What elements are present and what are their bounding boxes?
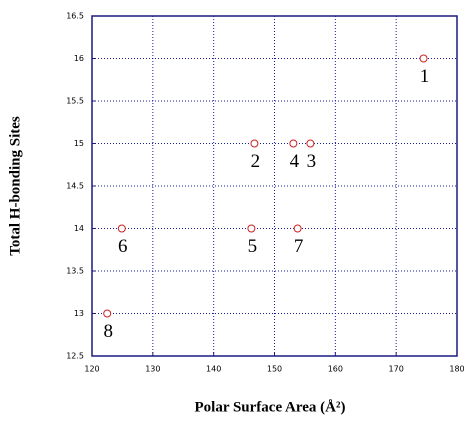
x-tick-label: 140	[206, 365, 221, 374]
point-label: 6	[118, 236, 128, 257]
point-label: 3	[307, 151, 317, 172]
y-tick-label: 14.5	[66, 182, 84, 191]
point-label: 5	[248, 236, 258, 257]
y-tick-label: 16.5	[66, 12, 84, 21]
x-tick-label: 150	[267, 365, 282, 374]
point-label: 2	[251, 151, 261, 172]
y-tick-label: 16	[74, 54, 84, 63]
y-axis-title: Total H-bonding Sites	[7, 116, 23, 256]
point	[250, 139, 259, 148]
x-tick-label: 180	[449, 365, 464, 374]
x-tick-label: 160	[328, 365, 343, 374]
x-tick-label: 120	[84, 365, 99, 374]
x-tick-label: 170	[389, 365, 404, 374]
point-label: 1	[420, 66, 430, 87]
point-label: 4	[290, 151, 300, 172]
y-tick-label: 12.5	[66, 352, 84, 361]
y-tick-label: 14	[74, 224, 84, 233]
point	[103, 309, 112, 318]
point	[306, 139, 315, 148]
point	[247, 224, 256, 233]
point-label: 7	[294, 236, 304, 257]
point	[419, 54, 428, 63]
y-tick-label: 15.5	[66, 97, 84, 106]
x-axis-title: Polar Surface Area (Å²)	[195, 399, 346, 415]
point-label: 8	[103, 321, 113, 342]
point	[289, 139, 298, 148]
point	[293, 224, 302, 233]
plot-border	[91, 15, 458, 357]
y-tick-label: 13	[74, 309, 84, 318]
point	[117, 224, 126, 233]
y-tick-label: 15	[74, 139, 84, 148]
x-tick-label: 130	[145, 365, 160, 374]
y-tick-label: 13.5	[66, 267, 84, 276]
